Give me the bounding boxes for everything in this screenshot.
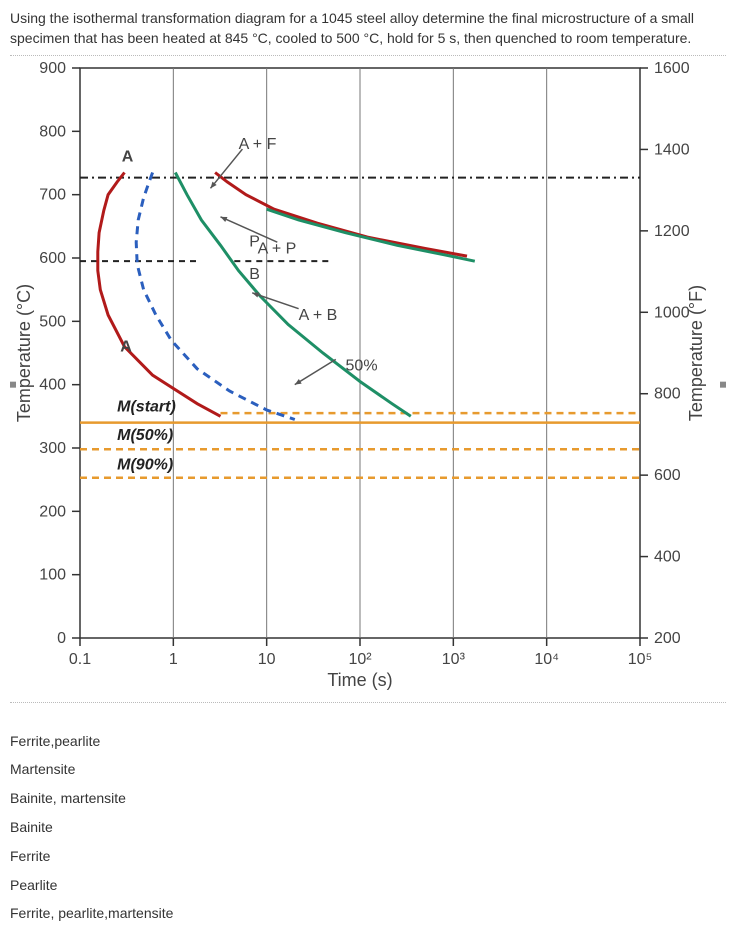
svg-text:400: 400 <box>39 376 66 393</box>
svg-text:200: 200 <box>39 503 66 520</box>
svg-text:0.1: 0.1 <box>69 651 91 668</box>
answer-option[interactable]: Pearlite <box>10 877 726 894</box>
svg-text:10²: 10² <box>348 651 372 668</box>
answer-option[interactable]: Bainite <box>10 819 726 836</box>
svg-text:700: 700 <box>39 186 66 203</box>
svg-text:1200: 1200 <box>654 222 690 239</box>
svg-text:500: 500 <box>39 313 66 330</box>
svg-text:A + F: A + F <box>239 136 277 153</box>
answer-option[interactable]: Ferrite <box>10 848 726 865</box>
svg-text:400: 400 <box>654 548 681 565</box>
svg-text:1: 1 <box>169 651 178 668</box>
svg-text:Time (s): Time (s) <box>327 670 392 690</box>
svg-text:300: 300 <box>39 440 66 457</box>
svg-text:A: A <box>122 148 134 165</box>
svg-text:10: 10 <box>258 651 276 668</box>
svg-text:800: 800 <box>39 123 66 140</box>
svg-text:1000: 1000 <box>654 304 690 321</box>
svg-text:50%: 50% <box>346 357 378 374</box>
svg-text:M(start): M(start) <box>117 398 176 415</box>
svg-text:100: 100 <box>39 566 66 583</box>
answer-option[interactable]: Ferrite,pearlite <box>10 733 726 750</box>
svg-text:B: B <box>249 265 260 282</box>
svg-text:Temperature (°F): Temperature (°F) <box>686 284 706 420</box>
svg-text:900: 900 <box>39 60 66 77</box>
answer-option[interactable]: Ferrite, pearlite,martensite <box>10 905 726 922</box>
svg-text:A + B: A + B <box>299 307 338 324</box>
svg-text:10⁵: 10⁵ <box>628 651 652 668</box>
svg-text:200: 200 <box>654 630 681 647</box>
svg-text:10³: 10³ <box>442 651 466 668</box>
chart-svg: 0.1 1 10 10² 10³ 10⁴ 10⁵ Time (s) 0 100 200 300 400 5… <box>10 58 726 698</box>
svg-text:Temperature (°C): Temperature (°C) <box>14 283 34 421</box>
ttt-diagram: 0.1 1 10 10² 10³ 10⁴ 10⁵ Time (s) 0 100 200 300 400 5… <box>10 55 726 703</box>
svg-text:A + P: A + P <box>258 240 297 257</box>
svg-text:A: A <box>120 338 132 355</box>
svg-text:M(50%): M(50%) <box>117 426 173 443</box>
svg-text:1600: 1600 <box>654 60 690 77</box>
svg-text:P: P <box>249 233 260 250</box>
svg-text:1400: 1400 <box>654 141 690 158</box>
svg-text:M(90%): M(90%) <box>117 456 173 473</box>
svg-text:10⁴: 10⁴ <box>534 651 559 668</box>
svg-text:600: 600 <box>654 467 681 484</box>
svg-text:0: 0 <box>57 630 66 647</box>
svg-text:800: 800 <box>654 385 681 402</box>
svg-text:600: 600 <box>39 250 66 267</box>
answer-option[interactable]: Bainite, martensite <box>10 790 726 807</box>
question-text: Using the isothermal transformation diag… <box>10 8 726 49</box>
answer-option[interactable]: Martensite <box>10 761 726 778</box>
answer-list: Ferrite,pearlite Martensite Bainite, mar… <box>10 733 726 923</box>
